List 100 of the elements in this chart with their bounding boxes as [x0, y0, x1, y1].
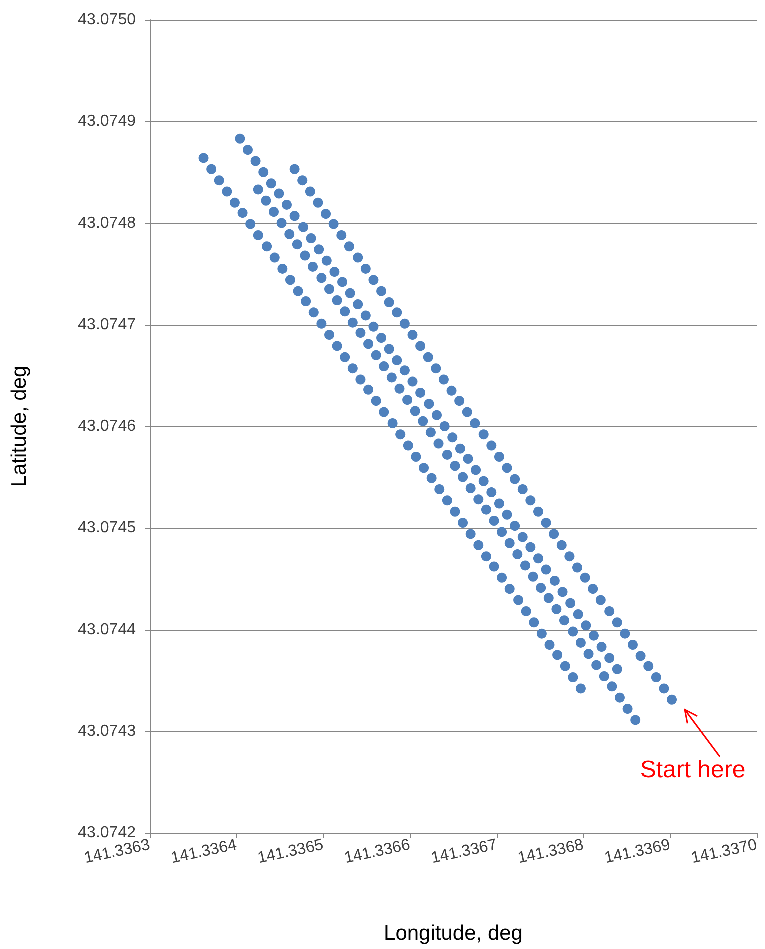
point [550, 576, 560, 586]
point [432, 410, 442, 420]
point [353, 252, 364, 263]
point [448, 432, 458, 443]
point [478, 476, 489, 486]
point [431, 364, 442, 374]
point [402, 395, 413, 406]
point [206, 164, 217, 174]
point [276, 218, 287, 228]
point [659, 684, 670, 694]
point [454, 396, 465, 406]
point [604, 606, 615, 616]
point [573, 610, 584, 620]
point [520, 560, 530, 571]
point [510, 521, 520, 532]
point [379, 407, 390, 418]
point [368, 322, 379, 332]
point [471, 465, 482, 476]
point [324, 284, 334, 294]
point [376, 333, 387, 344]
point [651, 672, 662, 683]
y-tick-label: 43.0749 [78, 113, 136, 130]
point [489, 562, 500, 572]
point [568, 626, 578, 637]
point [544, 640, 555, 650]
y-tick-label: 43.0743 [78, 722, 136, 740]
point [518, 484, 528, 495]
point [486, 440, 497, 451]
point [324, 330, 334, 340]
point [356, 328, 366, 338]
point [322, 256, 332, 266]
point [353, 300, 364, 310]
point [314, 244, 324, 255]
point [440, 422, 450, 432]
point [529, 618, 540, 628]
point [316, 318, 327, 329]
point [596, 595, 606, 606]
point [424, 399, 434, 410]
point [576, 684, 586, 694]
point [321, 209, 332, 220]
point [514, 595, 524, 606]
point [533, 506, 544, 517]
point [541, 518, 552, 528]
point [328, 219, 339, 230]
point [258, 167, 269, 178]
point [512, 550, 523, 560]
point [612, 664, 622, 674]
point [308, 308, 319, 318]
point [392, 308, 402, 318]
point [528, 572, 538, 582]
point [360, 310, 371, 321]
x-tick-label: 141.3364 [170, 836, 239, 868]
point [470, 418, 480, 428]
x-tick-label: 141.3368 [516, 836, 586, 868]
point [419, 463, 430, 474]
point [494, 498, 504, 509]
point [494, 452, 504, 462]
point [301, 296, 312, 306]
point [348, 364, 358, 374]
point [521, 606, 532, 616]
point [340, 352, 350, 362]
point [612, 618, 622, 628]
point [426, 428, 436, 438]
point [588, 584, 598, 594]
point [615, 692, 625, 703]
point [198, 153, 209, 164]
y-tick-label: 43.0748 [78, 214, 136, 232]
point [576, 638, 586, 648]
point [338, 277, 348, 288]
point [458, 472, 468, 482]
point [340, 306, 350, 317]
point [572, 562, 582, 573]
x-axis-title: Longitude, deg [384, 922, 523, 945]
point [489, 516, 500, 526]
y-tick-label: 43.0744 [78, 621, 136, 638]
point [253, 230, 264, 240]
point [458, 518, 468, 528]
point [566, 598, 576, 608]
point [388, 418, 398, 428]
point [533, 554, 544, 564]
point [536, 628, 547, 639]
point [392, 355, 402, 366]
point [526, 496, 536, 506]
point [332, 341, 342, 352]
point [313, 198, 324, 208]
point [266, 178, 276, 189]
point [408, 376, 418, 387]
y-axis-title: Latitude, deg [8, 366, 31, 488]
point [282, 200, 292, 210]
point [580, 572, 590, 583]
point [316, 273, 327, 284]
point [518, 532, 528, 542]
point [478, 430, 489, 440]
point [558, 587, 568, 598]
point [298, 176, 308, 186]
point [305, 186, 316, 197]
point [622, 704, 633, 714]
y-tick-label: 43.0745 [78, 520, 136, 537]
point [544, 593, 554, 604]
point [344, 242, 354, 252]
